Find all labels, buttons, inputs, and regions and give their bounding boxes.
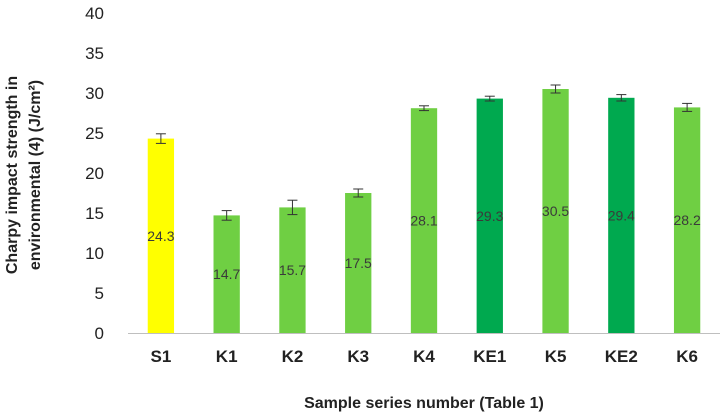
data-label: 17.5 xyxy=(345,255,372,271)
bar-k4 xyxy=(410,108,438,333)
error-bar xyxy=(550,84,561,94)
bar-ke1 xyxy=(476,98,503,333)
x-tick-label: KE1 xyxy=(473,347,506,366)
error-bar xyxy=(287,199,298,216)
y-tick-label: 15 xyxy=(85,204,104,223)
y-tick-label: 0 xyxy=(95,324,104,343)
data-label: 29.4 xyxy=(608,207,635,223)
bar-k2 xyxy=(279,207,306,333)
bars-group xyxy=(147,89,701,334)
data-label: 28.2 xyxy=(673,212,700,228)
y-tick-label: 35 xyxy=(85,44,104,63)
bar-ke2 xyxy=(608,97,635,333)
y-tick-label: 5 xyxy=(95,284,104,303)
bar-k1 xyxy=(213,215,240,333)
error-bar xyxy=(484,95,495,102)
y-tick-label: 20 xyxy=(85,164,104,183)
x-tick-label: K4 xyxy=(413,347,435,366)
error-bar xyxy=(155,133,166,144)
bar-k6 xyxy=(673,107,701,334)
data-label: 29.3 xyxy=(476,208,503,224)
x-tick-label: K6 xyxy=(676,347,698,366)
y-tick-label: 25 xyxy=(85,124,104,143)
y-axis-title: Charpy impact strength in environmental … xyxy=(4,76,44,274)
bar-k3 xyxy=(345,193,372,333)
y-axis-ticks: 0 5 10 15 20 25 30 35 40 xyxy=(85,4,104,343)
error-bars-group xyxy=(155,84,693,221)
x-axis-ticks: S1 K1 K2 K3 K4 KE1 K5 KE2 K6 xyxy=(150,347,697,366)
x-axis-title: Sample series number (Table 1) xyxy=(304,395,544,412)
data-label: 15.7 xyxy=(279,262,306,278)
error-bar xyxy=(353,188,364,198)
data-label: 14.7 xyxy=(213,266,240,282)
error-bar xyxy=(221,210,232,221)
y-tick-label: 30 xyxy=(85,84,104,103)
x-tick-label: K3 xyxy=(347,347,369,366)
x-tick-label: K2 xyxy=(282,347,304,366)
error-bar xyxy=(682,102,693,112)
x-tick-label: K5 xyxy=(545,347,567,366)
x-tick-label: S1 xyxy=(150,347,171,366)
data-labels-group: 24.3 14.7 15.7 17.5 28.1 29.3 30.5 29.4 28.2 xyxy=(147,203,701,282)
bar-s1 xyxy=(147,138,175,333)
bar-k5 xyxy=(542,89,569,333)
y-tick-label: 40 xyxy=(85,4,104,23)
y-tick-label: 10 xyxy=(85,244,104,263)
error-bar xyxy=(419,105,429,112)
data-label: 24.3 xyxy=(147,228,174,244)
x-tick-label: K1 xyxy=(216,347,238,366)
y-axis-title-line-2: environmental (4) (J/cm²) xyxy=(27,80,44,270)
data-label: 28.1 xyxy=(410,213,437,229)
data-label: 30.5 xyxy=(542,203,569,219)
error-bar xyxy=(616,94,627,102)
y-axis-title-line-1: Charpy impact strength in xyxy=(4,76,21,274)
x-tick-label: KE2 xyxy=(605,347,638,366)
